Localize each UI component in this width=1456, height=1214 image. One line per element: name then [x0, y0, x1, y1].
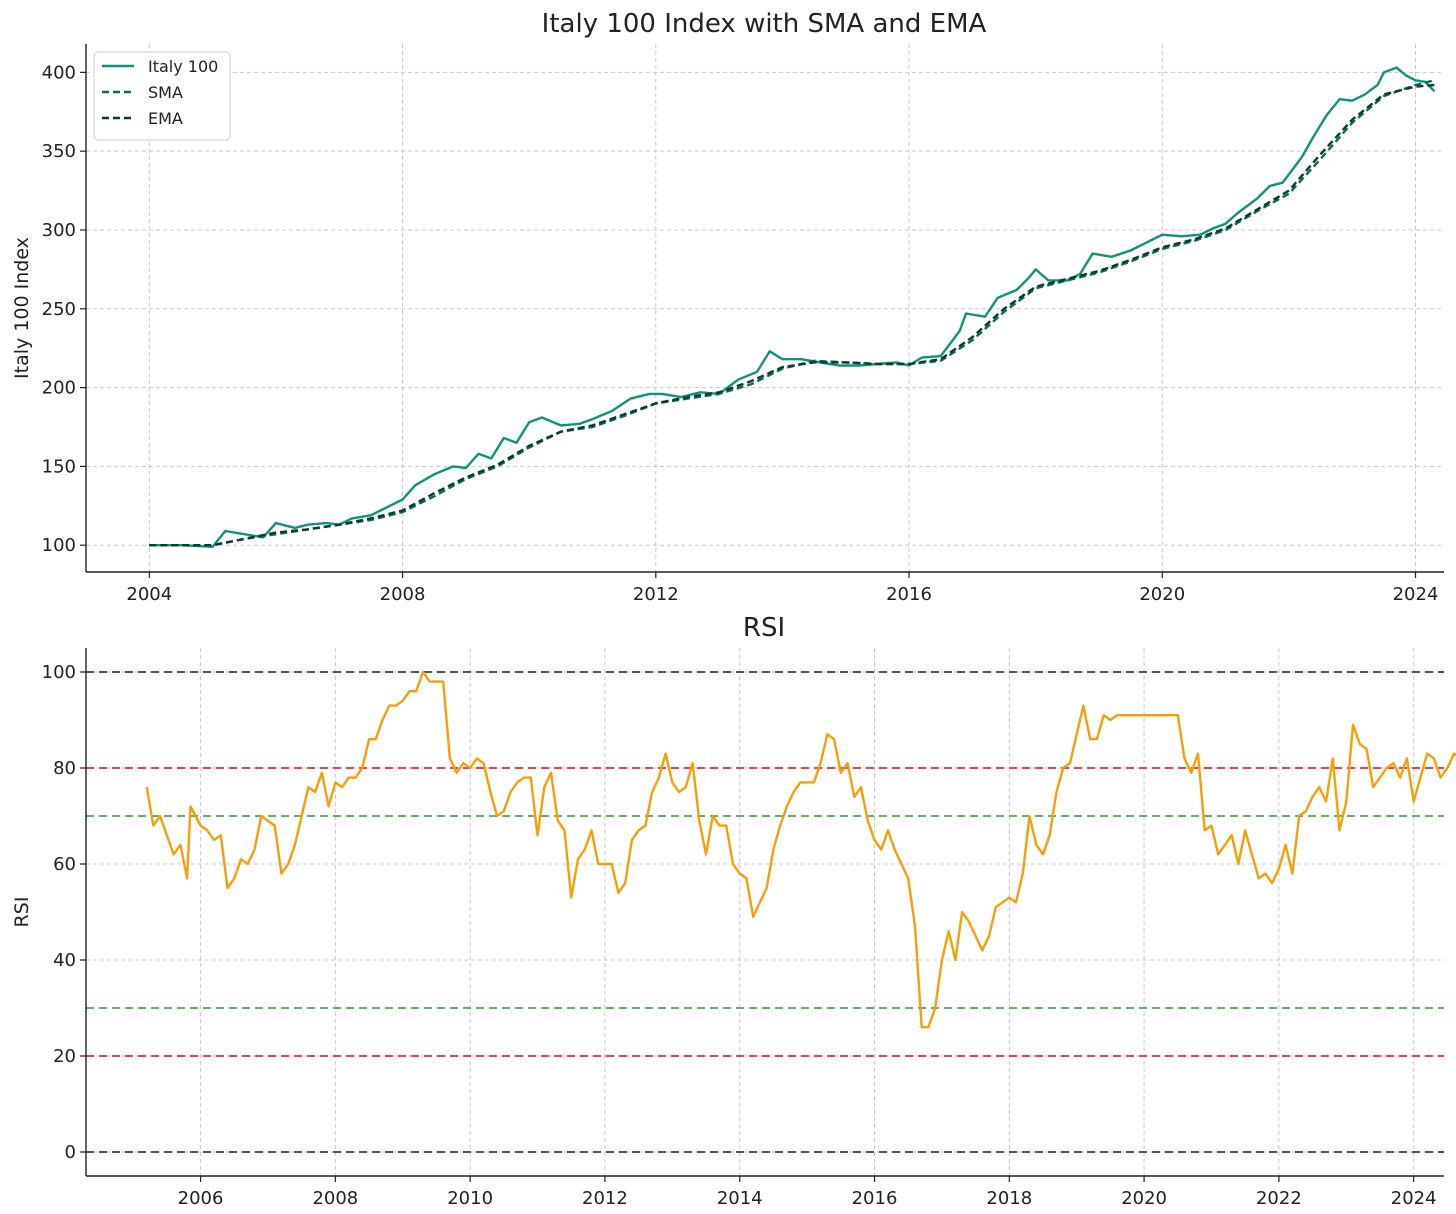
x-tick-label: 2012	[633, 584, 679, 605]
y-tick-label: 250	[42, 299, 76, 320]
x-tick-label: 2008	[380, 584, 426, 605]
price-chart-axes: 2004 2008 2012 2016 2020 2024 100 150 200 250 300 3…	[42, 44, 1444, 605]
rsi-chart-grid	[86, 648, 1444, 1176]
y-tick-label: 200	[42, 378, 76, 399]
rsi-reference-lines	[86, 671, 1444, 1153]
y-tick-label: 20	[53, 1046, 76, 1067]
rsi-chart-title: RSI	[743, 613, 785, 643]
rsi-chart-axes: 2006 2008 2010 2012 2014 2016 2018 2020 2022 2024…	[42, 648, 1444, 1209]
legend-label: SMA	[148, 83, 183, 102]
x-tick-label: 2018	[986, 1188, 1032, 1209]
rsi-chart-ylabel: RSI	[11, 897, 33, 928]
x-tick-label: 2020	[1139, 584, 1185, 605]
x-tick-label: 2024	[1393, 584, 1439, 605]
x-tick-label: 2016	[852, 1188, 898, 1209]
x-tick-label: 2010	[447, 1188, 493, 1209]
y-tick-label: 80	[53, 758, 76, 779]
price-chart-grid	[86, 44, 1444, 572]
price-chart-ylabel: Italy 100 Index	[11, 237, 33, 379]
y-tick-label: 350	[42, 141, 76, 162]
y-tick-label: 60	[53, 854, 76, 875]
y-tick-label: 40	[53, 950, 76, 971]
x-tick-label: 2008	[312, 1188, 358, 1209]
series-line-italy-100	[149, 66, 1436, 548]
y-tick-label: 0	[65, 1142, 76, 1163]
x-tick-label: 2012	[582, 1188, 628, 1209]
series-line-rsi	[145, 670, 1456, 1029]
y-tick-label: 400	[42, 62, 76, 83]
rsi-chart: RSI RSI 2006 2008 2010 2012 2014 2016 2018 2020…	[11, 613, 1456, 1209]
legend-label: EMA	[148, 109, 183, 128]
price-chart-title: Italy 100 Index with SMA and EMA	[542, 9, 987, 39]
y-tick-label: 300	[42, 220, 76, 241]
x-tick-label: 2016	[886, 584, 932, 605]
x-tick-label: 2004	[126, 584, 172, 605]
rsi-chart-series	[145, 670, 1456, 1029]
x-tick-label: 2014	[717, 1188, 763, 1209]
series-line-sma	[149, 79, 1435, 547]
x-tick-label: 2022	[1256, 1188, 1302, 1209]
y-tick-label: 100	[42, 662, 76, 683]
y-tick-label: 150	[42, 456, 76, 477]
price-chart: Italy 100 Index with SMA and EMA Italy 1…	[11, 9, 1444, 605]
x-tick-label: 2006	[178, 1188, 224, 1209]
y-tick-label: 100	[42, 535, 76, 556]
price-chart-legend: Italy 100 SMA EMA	[93, 51, 231, 141]
price-chart-series	[149, 66, 1436, 548]
x-tick-label: 2020	[1121, 1188, 1167, 1209]
series-line-ema	[149, 83, 1435, 547]
legend-label: Italy 100	[148, 57, 218, 76]
x-tick-label: 2024	[1391, 1188, 1437, 1209]
